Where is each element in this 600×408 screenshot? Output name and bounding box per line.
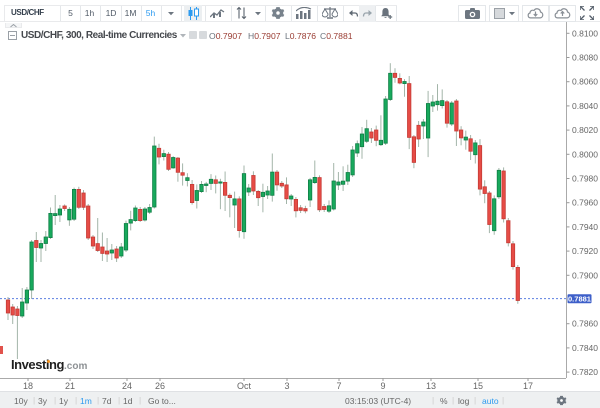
svg-text:13: 13	[426, 381, 436, 391]
svg-text:26: 26	[155, 381, 165, 391]
svg-text:0.7960: 0.7960	[572, 198, 598, 208]
svg-text:0.8020: 0.8020	[572, 125, 598, 135]
svg-text:15: 15	[473, 381, 483, 391]
svg-text:0.7860: 0.7860	[572, 319, 598, 329]
svg-text:0.7881: 0.7881	[568, 294, 591, 303]
svg-text:0.8060: 0.8060	[572, 77, 598, 87]
svg-text:17: 17	[523, 381, 533, 391]
svg-text:0.7940: 0.7940	[572, 222, 598, 232]
svg-text:0.7900: 0.7900	[572, 270, 598, 280]
svg-text:21: 21	[65, 381, 75, 391]
svg-text:0.8100: 0.8100	[572, 28, 598, 38]
svg-text:0.7920: 0.7920	[572, 246, 598, 256]
svg-text:0.8080: 0.8080	[572, 53, 598, 63]
svg-text:0.8000: 0.8000	[572, 149, 598, 159]
svg-text:0.7820: 0.7820	[572, 367, 598, 377]
svg-text:9: 9	[380, 381, 385, 391]
svg-text:0.8040: 0.8040	[572, 101, 598, 111]
svg-text:Oct: Oct	[237, 381, 252, 391]
svg-text:0.7840: 0.7840	[572, 343, 598, 353]
svg-text:24: 24	[122, 381, 132, 391]
svg-text:0.7980: 0.7980	[572, 174, 598, 184]
svg-text:7: 7	[336, 381, 341, 391]
svg-text:18: 18	[23, 381, 33, 391]
svg-text:3: 3	[284, 381, 289, 391]
